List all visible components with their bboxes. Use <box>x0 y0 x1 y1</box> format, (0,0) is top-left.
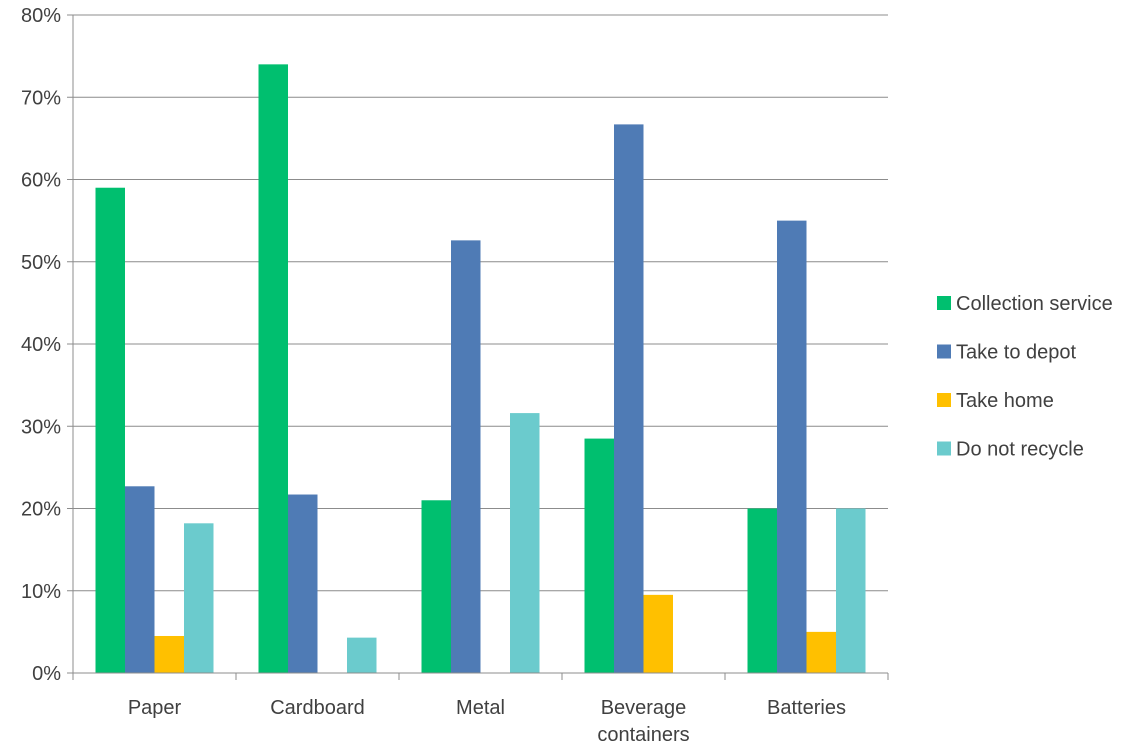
axes <box>67 15 889 680</box>
bar-take-home-batteries <box>806 631 836 673</box>
y-tick-label: 0% <box>32 663 61 685</box>
bar-collection-service-metal <box>421 500 451 673</box>
bar-collection-service-cardboard <box>258 64 288 674</box>
bar-take-to-depot-cardboard <box>288 494 318 673</box>
legend-label: Take to depot <box>956 342 1077 364</box>
y-tick-label: 60% <box>21 170 61 192</box>
bar-do-not-recycle-metal <box>510 413 540 673</box>
legend-swatch <box>937 344 951 359</box>
bars <box>95 64 866 674</box>
x-tick-label: Beverage <box>601 697 687 719</box>
legend-swatch <box>937 296 951 310</box>
x-tick-label: Metal <box>456 697 505 719</box>
y-tick-label: 80% <box>21 5 61 27</box>
bar-take-to-depot-metal <box>451 240 481 674</box>
bar-take-to-depot-batteries <box>777 220 807 673</box>
legend-label: Do not recycle <box>956 439 1084 461</box>
y-tick-label: 30% <box>21 416 61 438</box>
bar-take-to-depot-paper <box>125 486 155 673</box>
y-tick-label: 10% <box>21 581 61 603</box>
bar-collection-service-beverage-containers <box>584 438 614 673</box>
bar-take-home-beverage-containers <box>643 594 673 673</box>
y-tick-labels: 0% 10% 20% 30% 40% 50% 60% 70% 80% <box>21 5 61 685</box>
legend-label: Take home <box>956 390 1054 412</box>
x-tick-label: containers <box>597 724 689 746</box>
x-tick-label: Batteries <box>767 697 846 719</box>
y-tick-label: 20% <box>21 499 61 521</box>
bar-do-not-recycle-paper <box>184 523 214 673</box>
x-tick-labels: Paper Cardboard Metal Beverage containers Bat… <box>128 697 846 746</box>
y-tick-label: 70% <box>21 87 61 109</box>
bar-collection-service-paper <box>95 187 125 673</box>
y-tick-label: 40% <box>21 334 61 356</box>
bar-take-home-paper <box>154 635 184 673</box>
bar-do-not-recycle-cardboard <box>347 637 377 673</box>
x-tick-label: Cardboard <box>270 697 365 719</box>
legend-swatch <box>937 393 951 407</box>
x-tick-label: Paper <box>128 697 182 719</box>
bar-collection-service-batteries <box>747 508 777 673</box>
y-tick-label: 50% <box>21 252 61 274</box>
bar-do-not-recycle-batteries <box>836 508 866 673</box>
legend: Collection service Take to depot Take home… <box>937 293 1113 461</box>
bar-take-to-depot-beverage-containers <box>614 124 644 673</box>
legend-label: Collection service <box>956 293 1113 315</box>
legend-swatch <box>937 441 951 456</box>
